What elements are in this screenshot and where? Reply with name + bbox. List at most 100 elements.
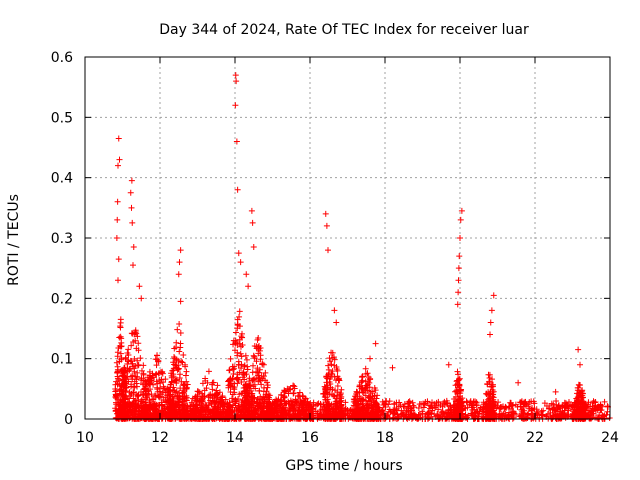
data-point	[356, 389, 363, 396]
data-point	[240, 370, 247, 377]
data-point	[371, 385, 378, 392]
data-point	[262, 391, 269, 398]
data-point	[368, 415, 375, 422]
data-point	[285, 398, 292, 405]
data-point	[182, 363, 189, 370]
data-point	[383, 398, 390, 405]
data-point	[176, 348, 183, 355]
data-point	[129, 219, 136, 226]
data-point	[177, 396, 184, 403]
data-point	[355, 406, 362, 413]
data-point	[358, 406, 365, 413]
data-point	[328, 361, 335, 368]
data-point	[363, 382, 370, 389]
data-point	[575, 346, 582, 353]
data-point	[434, 410, 441, 417]
data-point	[334, 389, 341, 395]
data-point	[176, 259, 183, 266]
data-point	[248, 387, 255, 394]
data-point	[192, 401, 199, 408]
data-point	[250, 244, 257, 251]
data-point	[590, 398, 597, 405]
data-point	[445, 361, 452, 368]
data-point	[502, 404, 509, 411]
data-point	[213, 408, 220, 415]
data-point	[546, 403, 553, 410]
data-point	[245, 283, 252, 290]
data-point	[243, 356, 250, 363]
data-point	[235, 402, 242, 409]
data-point	[128, 342, 135, 349]
data-point	[508, 413, 515, 420]
data-point	[144, 392, 151, 399]
data-point	[372, 399, 379, 406]
data-point	[594, 404, 601, 411]
data-point	[373, 400, 380, 407]
data-point	[113, 378, 120, 385]
data-point	[196, 389, 203, 396]
data-point	[205, 368, 212, 375]
data-point	[250, 362, 257, 369]
data-point	[251, 353, 258, 360]
data-point	[234, 322, 241, 329]
data-point	[158, 393, 165, 400]
data-point	[265, 413, 272, 420]
data-point	[210, 406, 217, 413]
data-point	[248, 392, 255, 399]
data-point	[263, 379, 270, 386]
data-point	[124, 402, 131, 409]
data-point	[214, 382, 221, 389]
y-axis-title: ROTI / TECUs	[6, 194, 22, 286]
data-point	[159, 370, 166, 377]
data-point	[267, 408, 274, 415]
data-point	[177, 385, 184, 392]
data-point	[130, 389, 137, 396]
data-point	[157, 380, 164, 387]
data-point	[514, 403, 521, 410]
data-point	[250, 376, 257, 383]
data-point	[226, 376, 233, 383]
data-point	[370, 411, 377, 418]
data-point	[138, 396, 145, 403]
data-point	[274, 403, 281, 410]
data-point	[507, 399, 514, 406]
data-point	[112, 414, 119, 421]
data-point	[234, 349, 241, 356]
data-point	[214, 395, 221, 402]
data-point	[570, 408, 577, 415]
data-point	[145, 377, 152, 384]
data-point	[225, 411, 232, 418]
data-point	[135, 347, 142, 354]
data-point	[112, 381, 119, 388]
data-point	[232, 400, 239, 407]
data-point	[604, 408, 611, 415]
data-point	[371, 392, 378, 399]
data-point	[325, 411, 332, 418]
data-point	[134, 369, 141, 376]
data-point	[177, 371, 184, 378]
data-point	[125, 346, 132, 353]
data-point	[441, 411, 448, 418]
data-point	[335, 375, 342, 382]
data-point	[604, 403, 611, 410]
x-tick-label: 20	[451, 430, 469, 446]
data-point	[112, 394, 119, 401]
data-point	[242, 352, 249, 359]
data-point	[524, 411, 531, 418]
data-point	[364, 401, 371, 408]
data-point	[203, 404, 210, 411]
data-point	[116, 377, 123, 384]
data-point	[246, 393, 253, 400]
data-point	[114, 370, 121, 377]
data-point	[158, 407, 165, 414]
data-point	[277, 401, 284, 408]
data-point	[118, 343, 125, 350]
data-point	[217, 404, 224, 411]
data-point	[322, 396, 329, 403]
data-point	[323, 401, 330, 408]
data-point	[373, 409, 380, 416]
data-point	[232, 329, 239, 336]
data-point	[249, 369, 256, 376]
data-point	[589, 408, 596, 415]
y-tick-label: 0.1	[51, 352, 73, 368]
